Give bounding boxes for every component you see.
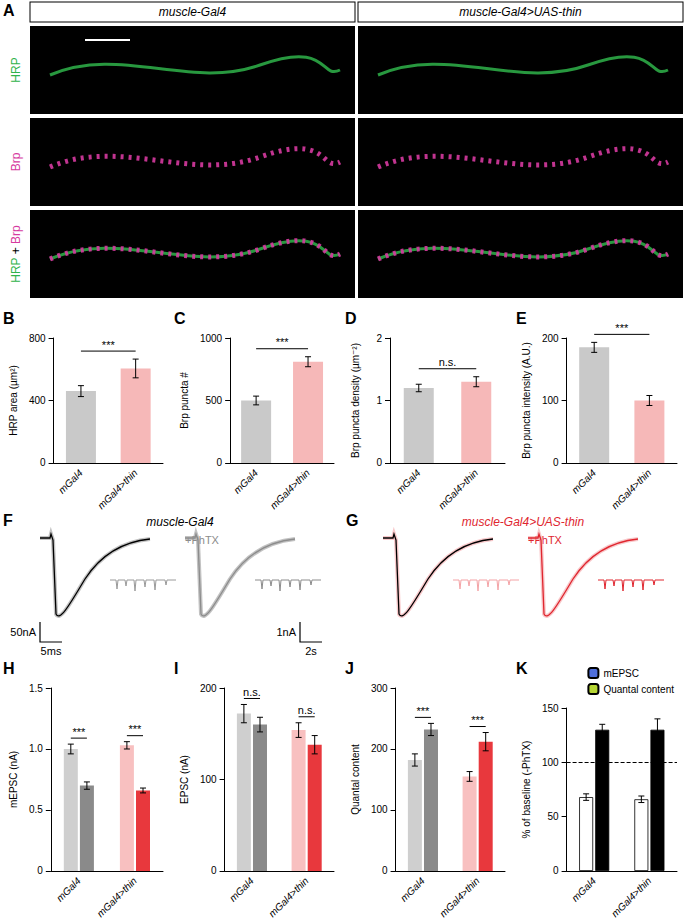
svg-text:400: 400 xyxy=(29,395,46,406)
html-text:H: H xyxy=(3,660,15,677)
svg-text:100: 100 xyxy=(200,774,217,785)
svg-text:Quantal content: Quantal content xyxy=(603,684,674,695)
svg-text:+PhTX: +PhTX xyxy=(528,534,562,546)
svg-text:500: 500 xyxy=(205,395,222,406)
svg-text:1nA: 1nA xyxy=(276,626,296,638)
svg-text:0: 0 xyxy=(376,457,382,468)
svg-text:mGal4>thin: mGal4>thin xyxy=(437,875,481,919)
svg-text:mGal4>thin: mGal4>thin xyxy=(266,875,310,919)
svg-text:mGal4: mGal4 xyxy=(569,467,598,496)
svg-text:50nA: 50nA xyxy=(10,626,36,638)
svg-text:Quantal content: Quantal content xyxy=(350,744,361,815)
svg-text:mGal4: mGal4 xyxy=(227,875,256,904)
svg-text:***: *** xyxy=(471,714,485,726)
svg-text:n.s.: n.s. xyxy=(439,356,457,368)
svg-text:1.0: 1.0 xyxy=(29,743,43,754)
svg-text:mGal4>thin: mGal4>thin xyxy=(609,467,653,511)
svg-text:200: 200 xyxy=(200,683,217,694)
svg-text:muscle-Gal4>UAS-thin: muscle-Gal4>UAS-thin xyxy=(459,5,582,19)
html-text:G: G xyxy=(346,512,359,529)
svg-text:100: 100 xyxy=(542,395,559,406)
svg-text:muscle-Gal4: muscle-Gal4 xyxy=(146,515,214,529)
svg-text:0: 0 xyxy=(211,865,217,876)
svg-text:150: 150 xyxy=(542,703,559,714)
svg-text:***: *** xyxy=(72,726,86,738)
svg-text:100: 100 xyxy=(542,757,559,768)
html-text:E: E xyxy=(516,310,527,327)
svg-text:mGal4>thin: mGal4>thin xyxy=(609,875,653,919)
html-text:J: J xyxy=(345,660,354,677)
svg-text:0: 0 xyxy=(40,457,46,468)
svg-text:1.5: 1.5 xyxy=(29,683,43,694)
svg-text:2: 2 xyxy=(376,333,382,344)
svg-text:50: 50 xyxy=(547,811,559,822)
svg-text:***: *** xyxy=(102,339,116,351)
svg-text:300: 300 xyxy=(371,683,388,694)
svg-text:mEPSC (nA): mEPSC (nA) xyxy=(8,751,19,808)
svg-text:0: 0 xyxy=(382,865,388,876)
svg-text:Brp puncta #: Brp puncta # xyxy=(179,372,190,429)
svg-text:mGal4: mGal4 xyxy=(56,467,85,496)
svg-text:Brp: Brp xyxy=(9,152,23,171)
html-text:C: C xyxy=(174,310,186,327)
svg-text:HRP: HRP xyxy=(9,57,23,82)
svg-text:2s: 2s xyxy=(305,645,317,657)
svg-text:mGal4>thin: mGal4>thin xyxy=(268,467,312,511)
svg-text:0: 0 xyxy=(553,865,559,876)
svg-text:mGal4>thin: mGal4>thin xyxy=(436,467,480,511)
svg-text:200: 200 xyxy=(542,333,559,344)
svg-text:0: 0 xyxy=(553,457,559,468)
svg-text:HRP area (µm²): HRP area (µm²) xyxy=(8,365,19,436)
svg-text:mGal4: mGal4 xyxy=(398,875,427,904)
svg-text:% of baseline (-PhTX): % of baseline (-PhTX) xyxy=(521,741,532,839)
html-text:K: K xyxy=(516,660,528,677)
svg-text:100: 100 xyxy=(371,804,388,815)
svg-text:muscle-Gal4>UAS-thin: muscle-Gal4>UAS-thin xyxy=(462,515,585,529)
svg-text:+PhTX: +PhTX xyxy=(185,534,219,546)
svg-text:0.5: 0.5 xyxy=(29,804,43,815)
html-text:I: I xyxy=(174,660,179,677)
svg-text:mGal4: mGal4 xyxy=(569,875,598,904)
svg-text:***: *** xyxy=(276,336,290,348)
svg-text:***: *** xyxy=(129,723,143,735)
svg-text:mEPSC: mEPSC xyxy=(603,668,639,679)
html-text:F: F xyxy=(3,512,13,529)
svg-text:200: 200 xyxy=(371,743,388,754)
svg-text:n.s.: n.s. xyxy=(298,704,316,716)
svg-text:mGal4>thin: mGal4>thin xyxy=(95,467,139,511)
html-text:B: B xyxy=(3,310,15,327)
svg-text:mGal4>thin: mGal4>thin xyxy=(95,875,139,919)
svg-text:mGal4: mGal4 xyxy=(54,875,83,904)
svg-text:1: 1 xyxy=(376,395,382,406)
svg-text:1000: 1000 xyxy=(200,333,223,344)
svg-text:Brp puncta density (µm⁻²): Brp puncta density (µm⁻²) xyxy=(350,343,361,458)
html-text:A: A xyxy=(3,2,15,19)
svg-text:mGal4: mGal4 xyxy=(394,467,423,496)
svg-text:800: 800 xyxy=(29,333,46,344)
svg-text:n.s.: n.s. xyxy=(243,686,261,698)
svg-text:0: 0 xyxy=(217,457,223,468)
svg-text:5ms: 5ms xyxy=(41,645,62,657)
svg-text:***: *** xyxy=(615,322,629,334)
html-text:D: D xyxy=(345,310,357,327)
svg-text:EPSC (nA): EPSC (nA) xyxy=(179,755,190,804)
svg-text:***: *** xyxy=(417,705,431,717)
svg-text:muscle-Gal4: muscle-Gal4 xyxy=(159,5,227,19)
svg-text:0: 0 xyxy=(37,865,43,876)
svg-text:HRP + Brp: HRP + Brp xyxy=(9,225,23,283)
svg-text:Brp puncta intensity (A.U.): Brp puncta intensity (A.U.) xyxy=(521,342,532,459)
svg-text:mGal4: mGal4 xyxy=(231,467,260,496)
